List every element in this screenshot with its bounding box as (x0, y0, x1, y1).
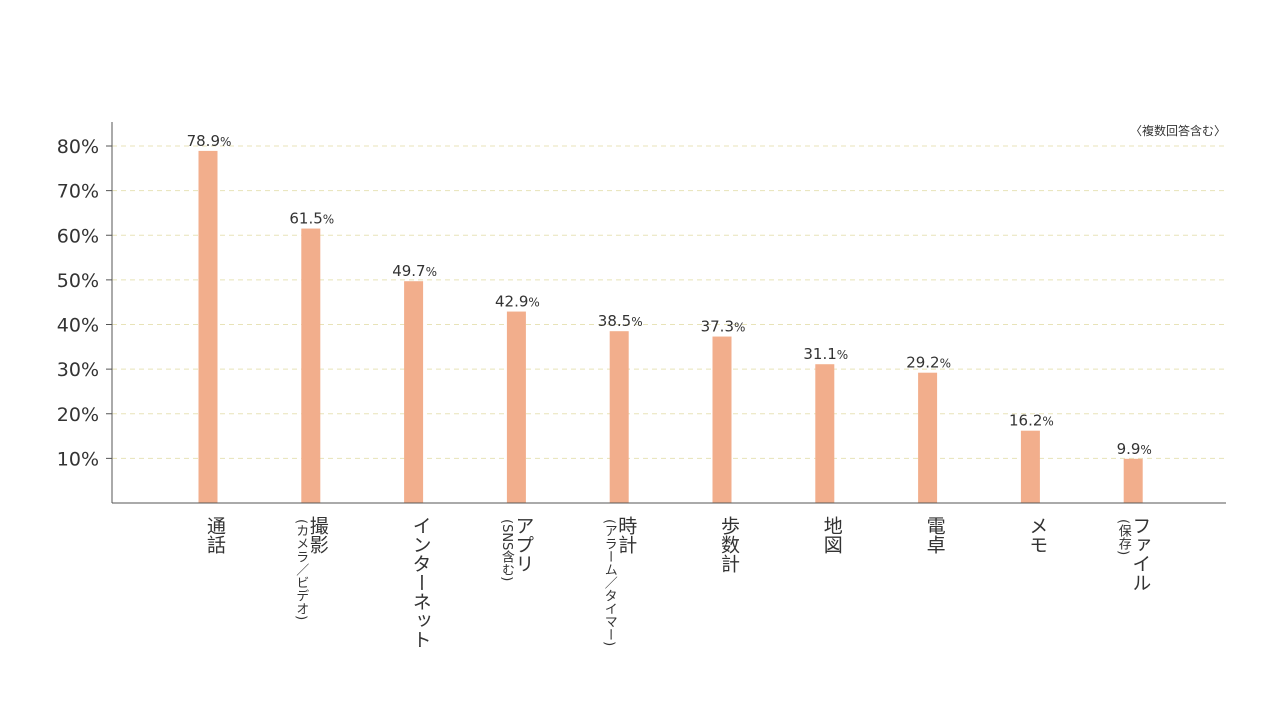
category-label: 歩数計 (718, 516, 740, 573)
category-label: 地図 (821, 516, 843, 554)
category-label: 時計 (615, 516, 637, 554)
data-label-value: 9.9 (1117, 440, 1141, 458)
y-tick-label: 40% (57, 315, 99, 337)
category-sublabel: (カメラ／ビデオ) (293, 519, 309, 620)
bar (301, 228, 321, 503)
y-tick-label: 50% (57, 270, 99, 292)
data-label-value: 78.9 (187, 132, 220, 150)
category-label: ファイル (1129, 516, 1151, 592)
bars (198, 150, 1143, 503)
y-tick-label: 80% (57, 136, 99, 158)
data-label-value: 37.3 (701, 318, 734, 336)
category-labels: 通話 撮影(カメラ／ビデオ) インターネット アプリ(SNS含む) 時計(アラーム／タイ… (204, 516, 1151, 649)
category-sublabel: (アラーム／タイマー) (602, 519, 618, 646)
data-label: 78.9% (187, 132, 232, 150)
bar (609, 331, 629, 503)
chart-note: 〈複数回答含む〉 (1130, 123, 1226, 138)
y-tick-label: 30% (57, 359, 99, 381)
bar (712, 336, 732, 503)
bar (506, 311, 526, 503)
category-label: メモ (1026, 516, 1048, 554)
category-label: 通話 (204, 516, 226, 554)
data-label: 38.5% (598, 312, 643, 330)
bar (918, 372, 938, 503)
category-label: 撮影 (307, 516, 329, 554)
data-label: 61.5% (289, 210, 334, 228)
data-label: 49.7% (392, 262, 437, 280)
category-sublabel: (保存) (1116, 519, 1132, 555)
grid-lines (112, 145, 1226, 459)
data-label-unit: % (323, 213, 334, 227)
bar (404, 281, 424, 503)
y-tick-label: 60% (57, 225, 99, 247)
data-label-unit: % (426, 265, 437, 279)
data-label-value: 31.1 (803, 345, 836, 363)
category-sublabel: (SNS含む) (499, 519, 515, 581)
category-label: 電卓 (924, 516, 946, 554)
y-tick-label: 10% (57, 448, 99, 470)
data-label: 37.3% (701, 318, 746, 336)
axes (111, 122, 1226, 504)
data-label-unit: % (220, 135, 231, 149)
data-label: 29.2% (906, 354, 951, 372)
data-label-unit: % (734, 321, 745, 335)
data-label-value: 29.2 (906, 354, 939, 372)
y-tick-label: 20% (57, 404, 99, 426)
bar (1020, 430, 1040, 503)
data-label-value: 61.5 (289, 210, 322, 228)
bar (198, 150, 218, 503)
data-label-value: 38.5 (598, 312, 631, 330)
data-label-unit: % (837, 348, 848, 362)
data-labels: 78.9%61.5%49.7%42.9%38.5% 37.3%31.1% 29.2%… (187, 132, 1152, 458)
data-label: 9.9% (1117, 440, 1152, 458)
category-label: インターネット (410, 516, 432, 649)
data-label-unit: % (631, 315, 642, 329)
data-label-value: 42.9 (495, 293, 528, 311)
bar (815, 364, 835, 503)
y-tick-labels: 10% 20% 30% 40% 50% 60% 70% 80% (57, 136, 112, 470)
data-label-unit: % (528, 296, 539, 310)
data-label: 16.2% (1009, 412, 1054, 430)
data-label-value: 49.7 (392, 262, 425, 280)
data-label-value: 16.2 (1009, 412, 1042, 430)
y-tick-label: 70% (57, 181, 99, 203)
data-label-unit: % (1140, 443, 1151, 457)
data-label-unit: % (940, 357, 951, 371)
data-label-unit: % (1042, 415, 1053, 429)
bar (1123, 458, 1143, 503)
data-label: 31.1% (803, 345, 848, 363)
data-label: 42.9% (495, 293, 540, 311)
category-label: アプリ (512, 516, 534, 573)
